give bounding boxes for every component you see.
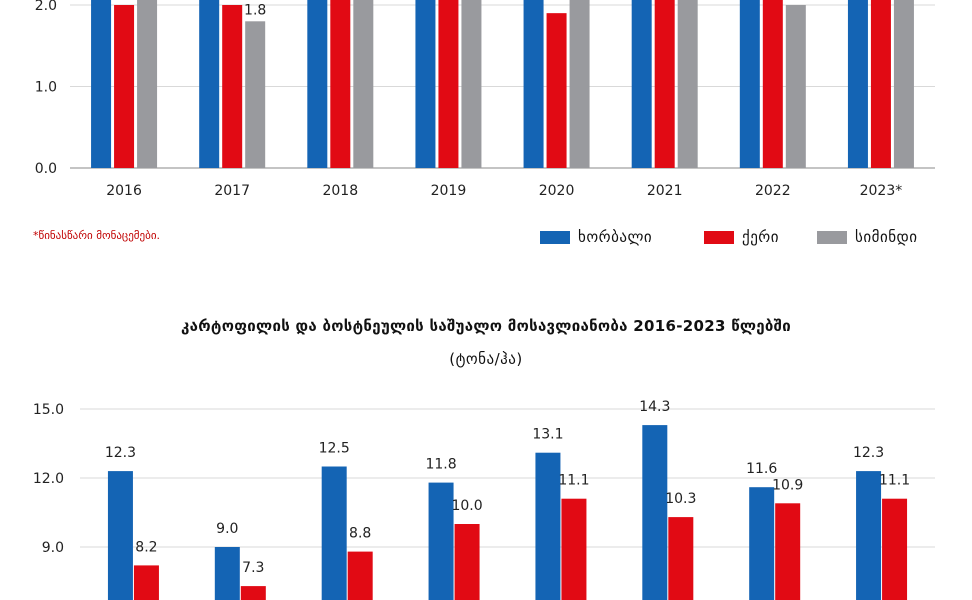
chart1-bar (785, 5, 806, 168)
chart2-bar (535, 452, 561, 600)
chart1-xtick-label: 2017 (214, 183, 250, 199)
chart1-bar (762, 0, 783, 168)
chart2-bar (775, 503, 801, 600)
chart1-ytick-label: 1.0 (35, 80, 57, 96)
legend-wheat: ხორბალი (540, 228, 652, 246)
chart2-ytick-label: 12.0 (33, 471, 64, 487)
chart1-xtick-label: 2021 (647, 183, 683, 199)
chart2-bar (347, 551, 373, 600)
chart1-ytick-label: 2.0 (35, 0, 57, 14)
chart1-ytick-label: 0.0 (35, 161, 57, 177)
chart1-bar (222, 5, 243, 168)
chart2-data-label: 11.1 (558, 473, 589, 489)
chart2-bar (882, 498, 908, 600)
chart2-ytick-label: 9.0 (42, 540, 64, 556)
chart1-bar (523, 0, 544, 168)
chart2-bar (428, 482, 454, 600)
chart2-bar (668, 517, 694, 600)
chart2-bar (240, 586, 266, 600)
chart2-bar (642, 425, 668, 600)
chart2-title: კარტოფილის და ბოსტნეულის საშუალო მოსავლი… (181, 317, 791, 335)
chart2-data-label: 13.1 (532, 427, 563, 443)
chart1-bar (569, 0, 590, 168)
chart2-bar (856, 471, 882, 600)
chart1-data-label: 1.8 (244, 2, 266, 18)
chart1-bar (654, 0, 675, 168)
legend-wheat-label: ხორბალი (578, 228, 653, 246)
chart2-data-label: 11.8 (425, 457, 456, 473)
chart1-bar (415, 0, 436, 168)
chart1-bar (137, 0, 158, 168)
chart1-xtick-label: 2020 (539, 183, 575, 199)
chart2-data-label: 8.2 (135, 539, 157, 555)
legend-barley: ქერი (704, 228, 779, 246)
chart2-unit: (ტონა/ჰა) (449, 350, 523, 368)
chart1-xtick-label: 2022 (755, 183, 791, 199)
legend-barley-label: ქერი (742, 228, 780, 246)
chart1-bar (199, 0, 220, 168)
chart1-bar (245, 21, 266, 168)
chart2-data-label: 7.3 (242, 560, 264, 576)
chart2-bar (133, 565, 159, 600)
chart2-bar (749, 487, 775, 600)
chart1-bar (847, 0, 868, 168)
chart2-bar (321, 466, 347, 600)
legend-maize-swatch (817, 230, 847, 244)
chart2-bar (454, 524, 480, 600)
chart2-data-label: 8.8 (349, 526, 371, 542)
chart2-data-label: 10.3 (665, 491, 696, 507)
chart2-data-label: 12.5 (319, 441, 350, 457)
chart1-bar (870, 0, 891, 168)
chart1-xtick-label: 2023* (860, 183, 903, 199)
chart2-data-label: 9.0 (216, 521, 238, 537)
footnote-preliminary-data: *წინასწარი მონაცემები. (33, 229, 161, 242)
chart2-bar (561, 498, 587, 600)
chart1-bar (438, 0, 459, 168)
legend-maize: სიმინდი (817, 228, 918, 246)
chart2-data-label: 11.6 (746, 461, 777, 477)
chart2-bar (107, 471, 133, 600)
chart1-bar (546, 13, 567, 169)
chart2-data-label: 14.3 (639, 399, 670, 415)
chart1-bar (91, 0, 112, 168)
chart1-bar (330, 0, 351, 168)
chart1-xtick-label: 2016 (106, 183, 142, 199)
chart2-data-label: 12.3 (853, 445, 884, 461)
chart1-bar (631, 0, 652, 168)
chart1-xtick-label: 2018 (322, 183, 358, 199)
chart1-xtick-label: 2019 (431, 183, 467, 199)
chart1-bar (739, 0, 760, 168)
chart1-bar (893, 0, 914, 168)
chart1-bar (677, 0, 698, 168)
chart2-bar (214, 547, 240, 600)
chart2-ytick-label: 15.0 (33, 402, 64, 418)
chart2-data-label: 12.3 (105, 445, 136, 461)
chart1-bar (114, 5, 135, 168)
legend-maize-label: სიმინდი (855, 228, 918, 246)
chart2-data-label: 11.1 (879, 473, 910, 489)
chart2-data-label: 10.9 (772, 477, 803, 493)
chart2-data-label: 10.0 (451, 498, 482, 514)
chart1-bar (461, 0, 482, 168)
legend-barley-swatch (704, 230, 734, 244)
legend-wheat-swatch (540, 230, 570, 244)
chart1-bar (353, 0, 374, 168)
chart1-bar (307, 0, 328, 168)
